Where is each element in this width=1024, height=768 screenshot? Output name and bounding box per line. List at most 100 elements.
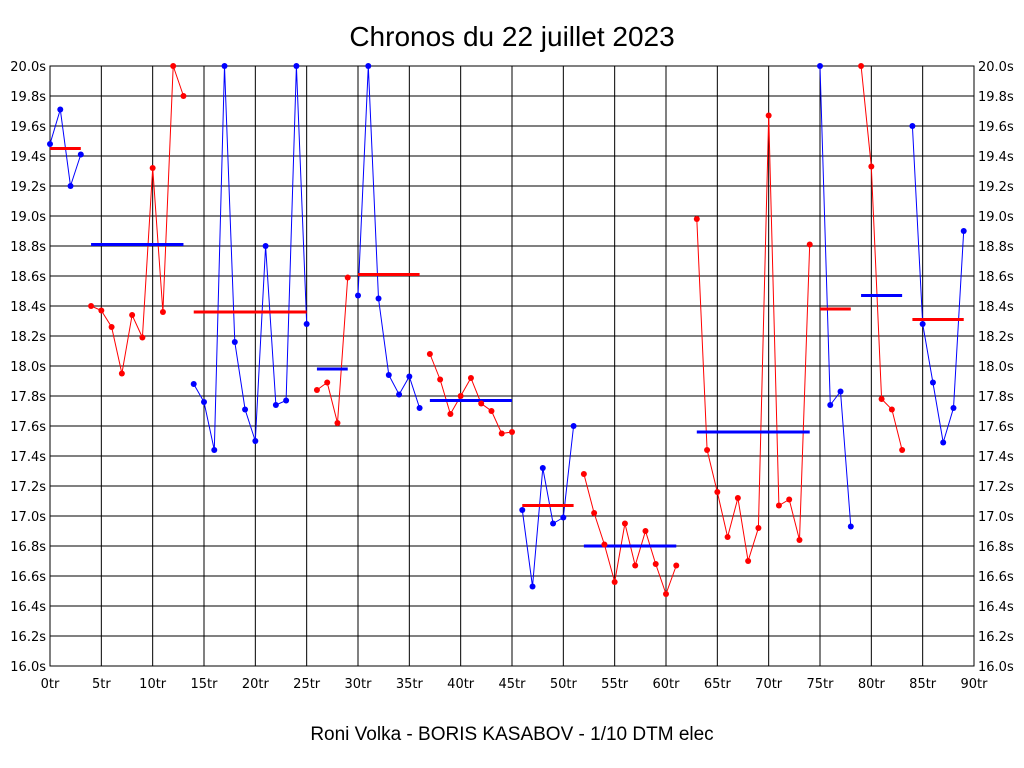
y-tick-label-right: 17.6s [978,420,1014,435]
lap-point [118,370,125,377]
lap-point [611,579,618,585]
lap-point [560,514,567,521]
lap-point [550,520,557,527]
lap-point [539,465,546,471]
lap-point [929,379,936,386]
y-tick-label-right: 16.4s [978,600,1014,615]
stint-11 [858,63,906,453]
y-tick-label-right: 18.0s [978,360,1014,375]
x-tick-label: 70tr [755,677,783,692]
lap-point [283,397,290,404]
lap-point [663,591,669,597]
stint-line [357,65,421,409]
lap-point [488,408,495,414]
y-tick-label-right: 16.0s [978,660,1014,675]
lap-point [231,339,238,345]
x-tick-label: 85tr [909,677,937,692]
lap-point [519,507,526,513]
lap-point [899,447,906,453]
lap-point [303,321,310,327]
y-tick-label-left: 16.6s [10,570,46,585]
lap-point [724,534,731,540]
lap-point [108,324,115,330]
y-tick-label-left: 19.4s [10,150,46,165]
y-tick-label-left: 17.8s [10,390,46,405]
lap-point [673,562,680,569]
lap-point [293,63,300,69]
stint-line [193,65,308,451]
x-tick-label: 90tr [961,677,989,692]
stint-line [90,65,184,374]
lap-point [190,381,197,387]
lap-point [385,372,392,378]
y-tick-label-left: 17.0s [10,510,46,525]
stint-line [911,125,965,443]
lap-point [734,495,741,501]
y-tick-label-left: 16.4s [10,600,46,615]
lap-point [960,228,967,234]
x-tick-label: 55tr [601,677,629,692]
lap-point [888,406,895,413]
y-tick-label-right: 18.8s [978,240,1014,255]
lap-point [591,510,598,516]
x-tick-label: 20tr [242,677,270,692]
lap-point [365,63,372,69]
lap-point [416,405,423,411]
lap-point [139,334,146,341]
lap-point [149,165,156,171]
y-tick-label-left: 16.8s [10,540,46,555]
lap-point [180,93,187,99]
y-tick-label-left: 18.8s [10,240,46,255]
lap-point [406,373,413,380]
x-tick-label: 35tr [396,677,424,692]
lap-point [375,295,382,302]
x-tick-label: 15tr [191,677,219,692]
lap-point [878,396,885,402]
lap-point [221,63,228,69]
y-tick-label-left: 17.6s [10,420,46,435]
lap-point [827,402,834,408]
stint-line [521,425,575,587]
x-tick-label: 50tr [550,677,578,692]
y-axis-right: 16.0s 16.2s 16.4s 16.6s 16.8s 17.0s 17.2s 17.4s… [978,60,1014,675]
x-tick-label: 65tr [704,677,732,692]
y-tick-label-right: 19.4s [978,150,1014,165]
lap-point [652,561,659,567]
lap-point [755,525,762,531]
y-tick-label-left: 19.0s [10,210,46,225]
y-tick-label-right: 17.8s [978,390,1014,405]
y-tick-label-left: 19.8s [10,90,46,105]
y-tick-label-right: 17.0s [978,510,1014,525]
lap-point [509,429,515,435]
stint-2 [88,63,187,377]
lap-point [745,558,752,564]
stint-4 [313,274,351,426]
lap-point [570,423,577,429]
lap-point [817,63,823,69]
x-tick-label: 40tr [447,677,475,692]
x-tick-label: 10tr [139,677,167,692]
lap-point [580,471,587,477]
lap-point [159,309,166,315]
lap-point [909,123,916,129]
lap-point [775,502,782,509]
chart-subtitle: Roni Volka - BORIS KASABOV - 1/10 DTM el… [310,724,713,745]
lap-point [837,388,844,395]
lap-point [529,583,536,590]
lap-point [632,562,639,569]
stint-line [860,65,903,451]
lap-point [252,438,259,444]
lap-point [765,112,772,119]
lap-point [426,351,433,357]
y-tick-label-right: 19.8s [978,90,1014,105]
x-tick-label: 75tr [807,677,835,692]
y-tick-label-left: 19.6s [10,120,46,135]
y-tick-label-left: 16.2s [10,630,46,645]
lap-point [940,439,947,446]
y-tick-label-left: 19.2s [10,180,46,195]
lap-point [57,106,64,113]
x-tick-label: 45tr [499,677,527,692]
y-tick-label-left: 18.6s [10,270,46,285]
stint-7 [519,423,577,590]
